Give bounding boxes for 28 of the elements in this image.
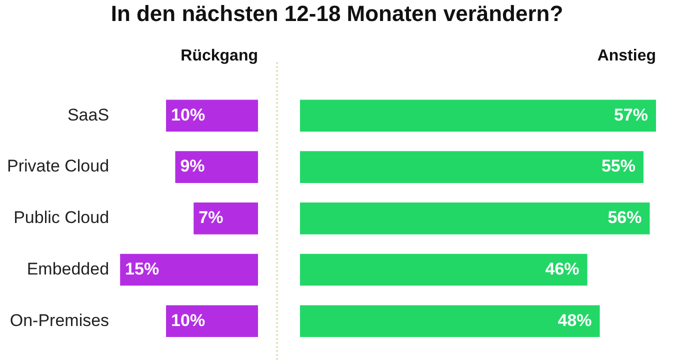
data-label: 10% bbox=[171, 310, 206, 330]
bar bbox=[166, 305, 258, 338]
data-label: 56% bbox=[608, 208, 642, 228]
y-tick-label: SaaS bbox=[67, 105, 110, 124]
data-label: 9% bbox=[180, 156, 205, 176]
y-tick-label: Public Cloud bbox=[14, 208, 110, 228]
bar bbox=[300, 305, 600, 338]
y-tick-label: Private Cloud bbox=[6, 156, 110, 176]
text: Anstieg bbox=[597, 47, 656, 64]
bar bbox=[166, 100, 258, 132]
data-label: 15% bbox=[125, 259, 160, 278]
bar bbox=[120, 254, 258, 286]
bar bbox=[194, 202, 258, 234]
data-label: 46% bbox=[545, 259, 580, 278]
data-label: 55% bbox=[601, 156, 636, 176]
data-label: 48% bbox=[558, 310, 592, 330]
text: In den nächsten 12-18 Monaten verändern? bbox=[110, 0, 564, 28]
text: Rückgang bbox=[180, 47, 258, 64]
data-label: 7% bbox=[198, 208, 224, 228]
data-label: 10% bbox=[171, 105, 206, 124]
bar bbox=[300, 100, 656, 132]
y-tick-label: On-Premises bbox=[10, 310, 110, 330]
bar bbox=[300, 151, 644, 183]
data-label: 57% bbox=[614, 105, 648, 124]
bar bbox=[175, 151, 258, 183]
bar bbox=[300, 254, 588, 286]
bar bbox=[300, 202, 650, 234]
y-tick-label: Embedded bbox=[26, 259, 110, 278]
